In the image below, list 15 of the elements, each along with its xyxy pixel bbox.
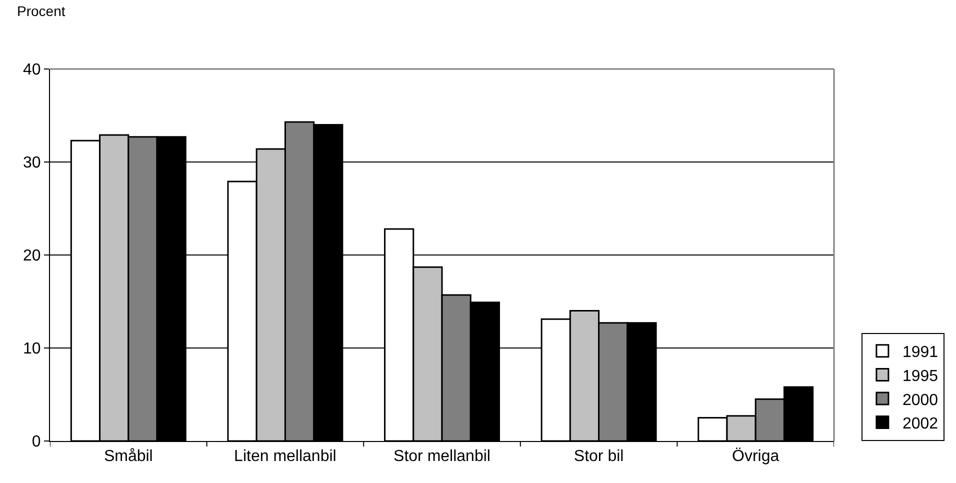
legend-label: 2000 (902, 392, 938, 409)
x-tick-label: Småbil (104, 448, 153, 466)
legend-label: 1991 (902, 344, 938, 362)
x-tick-label: Stor mellanbil (394, 448, 490, 466)
y-tick-label: 30 (23, 154, 41, 172)
x-tick-label: Liten mellanbil (234, 448, 336, 466)
y-tick-label: 40 (23, 62, 41, 79)
y-tick-label: 10 (23, 340, 41, 358)
y-axis-title: Procent (17, 3, 66, 19)
y-tick-label: 20 (23, 248, 41, 265)
legend-label: 2002 (902, 416, 938, 433)
legend-label: 1995 (902, 368, 938, 385)
x-tick-label: Övriga (732, 447, 780, 466)
x-tick-label: Stor bil (574, 448, 624, 466)
y-tick-label: 0 (32, 434, 41, 451)
